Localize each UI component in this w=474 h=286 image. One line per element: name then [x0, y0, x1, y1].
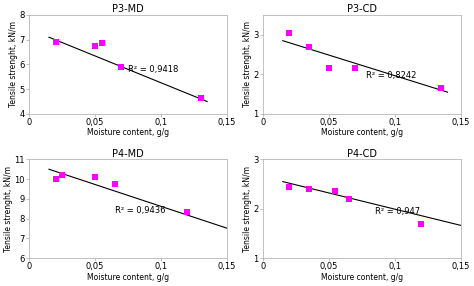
Y-axis label: Tensile strenght, kN/m: Tensile strenght, kN/m	[243, 166, 252, 252]
Title: P4-CD: P4-CD	[347, 148, 377, 158]
Text: R² = 0,8242: R² = 0,8242	[366, 71, 416, 80]
Point	[464, 224, 471, 229]
X-axis label: Moisture content, g/g: Moisture content, g/g	[321, 273, 403, 282]
Point	[183, 209, 191, 214]
Point	[332, 189, 339, 194]
Point	[285, 184, 293, 189]
Point	[52, 40, 59, 44]
Point	[111, 182, 118, 186]
Point	[91, 43, 99, 48]
Point	[98, 41, 106, 46]
Y-axis label: Tensile strenght, kN/m: Tensile strenght, kN/m	[9, 21, 18, 108]
Point	[285, 31, 293, 35]
Y-axis label: Tensile strenght, kN/m: Tensile strenght, kN/m	[243, 21, 252, 108]
Text: R² = 0,947: R² = 0,947	[375, 207, 420, 216]
Point	[52, 177, 59, 181]
X-axis label: Moisture content, g/g: Moisture content, g/g	[87, 273, 169, 282]
Point	[58, 173, 66, 177]
Point	[305, 44, 313, 49]
Title: P3-CD: P3-CD	[347, 4, 377, 14]
X-axis label: Moisture content, g/g: Moisture content, g/g	[87, 128, 169, 138]
Text: R² = 0,9436: R² = 0,9436	[115, 206, 165, 215]
Point	[197, 96, 204, 100]
Point	[305, 187, 313, 191]
Title: P3-MD: P3-MD	[112, 4, 144, 14]
Point	[345, 196, 352, 201]
Text: R² = 0,9418: R² = 0,9418	[128, 65, 178, 74]
Title: P4-MD: P4-MD	[112, 148, 144, 158]
Point	[91, 175, 99, 179]
Y-axis label: Tensile strenght, kN/m: Tensile strenght, kN/m	[4, 166, 13, 252]
Point	[325, 66, 333, 71]
Point	[118, 65, 125, 69]
X-axis label: Moisture content, g/g: Moisture content, g/g	[321, 128, 403, 138]
Point	[417, 221, 425, 226]
Point	[351, 66, 359, 71]
Point	[230, 229, 237, 234]
Point	[437, 86, 445, 90]
